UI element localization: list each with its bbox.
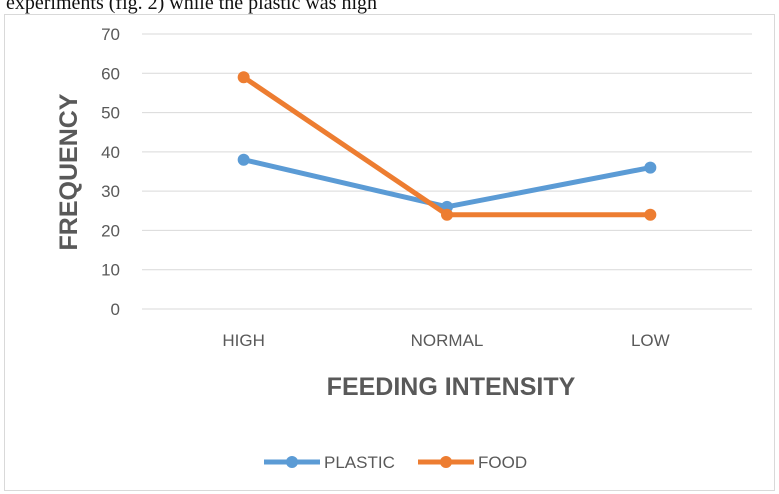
- y-tick-label: 40: [101, 143, 120, 162]
- data-point-food: [237, 71, 250, 84]
- legend-item-food: FOOD: [418, 453, 527, 472]
- data-point-plastic: [237, 153, 250, 166]
- x-tick-label: NORMAL: [411, 331, 484, 350]
- series-plastic: [237, 153, 657, 213]
- x-axis-title: FEEDING INTENSITY: [327, 373, 576, 401]
- y-tick-label: 70: [101, 25, 120, 44]
- legend-label: PLASTIC: [324, 453, 395, 472]
- series-lines: [237, 71, 657, 221]
- x-axis-ticks: HIGH NORMAL LOW: [222, 331, 669, 350]
- legend-label: FOOD: [478, 453, 527, 472]
- x-tick-label: HIGH: [222, 331, 265, 350]
- data-point-plastic: [644, 161, 657, 174]
- y-tick-label: 10: [101, 261, 120, 280]
- series-food: [237, 71, 657, 221]
- legend: PLASTIC FOOD: [264, 453, 527, 472]
- figure-caption: experiments (fig. 2) while the plastic w…: [6, 0, 378, 14]
- legend-marker: [440, 456, 452, 468]
- y-tick-label: 60: [101, 64, 120, 83]
- data-point-food: [644, 208, 657, 221]
- gridlines: [142, 33, 752, 310]
- caption-strip: experiments (fig. 2) while the plastic w…: [0, 0, 779, 14]
- legend-marker: [286, 456, 298, 468]
- x-tick-label: LOW: [631, 331, 670, 350]
- chart-frame: [4, 14, 775, 491]
- y-axis-ticks: 0 10 20 30 40 50 60 70: [101, 25, 120, 319]
- data-point-food: [441, 208, 453, 221]
- y-tick-label: 0: [111, 300, 120, 319]
- y-axis-title: FREQUENCY: [55, 93, 83, 250]
- y-tick-label: 30: [101, 182, 120, 201]
- series-line-plastic: [243, 157, 651, 210]
- y-tick-label: 50: [101, 104, 120, 123]
- legend-item-plastic: PLASTIC: [264, 453, 395, 472]
- y-tick-label: 20: [101, 221, 120, 240]
- series-line-food: [242, 75, 651, 218]
